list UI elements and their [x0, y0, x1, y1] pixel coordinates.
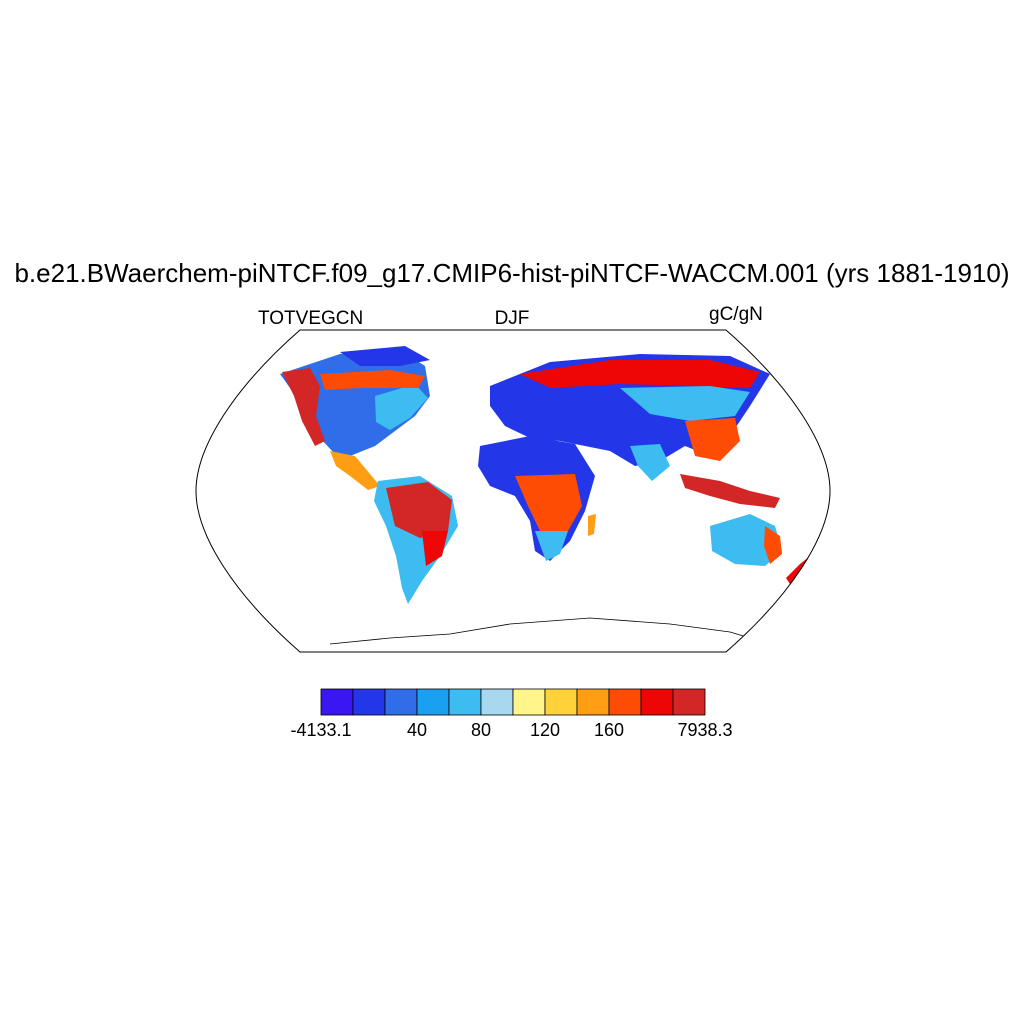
colorbar-swatch-9: [608, 688, 642, 716]
colorbar-swatch-4: [448, 688, 482, 716]
south-america-east: [422, 531, 448, 566]
colorbar-tick-label: 40: [406, 720, 428, 740]
colorbar-swatch-1: [352, 688, 386, 716]
colorbar-tick-label: -4133.1: [290, 720, 352, 740]
madagascar: [588, 514, 596, 536]
colorbar: [320, 688, 706, 716]
australia-region: [710, 514, 782, 566]
new-zealand: [786, 556, 810, 584]
south-asia-region: [630, 444, 670, 481]
colorbar-swatch-3: [416, 688, 450, 716]
plot-title: b.e21.BWaerchem-piNTCF.f09_g17.CMIP6-his…: [14, 258, 1010, 288]
east-asia-region: [685, 418, 740, 461]
colorbar-tick-label: 160: [593, 720, 625, 740]
colorbar-swatch-0: [320, 688, 354, 716]
boreal-band-na: [320, 370, 425, 390]
north-america-east: [375, 384, 428, 430]
colorbar-swatch-7: [544, 688, 578, 716]
australia-east-coast: [764, 526, 782, 564]
colorbar-tick-label: 80: [470, 720, 492, 740]
colorbar-swatch-6: [512, 688, 546, 716]
units-label: gC/gN: [709, 304, 763, 325]
colorbar-swatch-11: [672, 688, 706, 716]
central-africa-region: [515, 474, 582, 531]
southern-africa-region: [535, 531, 568, 561]
colorbar-swatch-2: [384, 688, 418, 716]
colorbar-tick-label: 120: [529, 720, 561, 740]
season-label: DJF: [494, 308, 530, 329]
siberia-region: [620, 386, 750, 421]
colorbar-swatch-10: [640, 688, 674, 716]
antarctica-outline: [329, 617, 771, 645]
colorbar-swatch-5: [480, 688, 514, 716]
central-america-region: [330, 451, 380, 490]
indonesia-region: [680, 474, 780, 508]
variable-label: TOTVEGCN: [258, 308, 364, 329]
colorbar-swatch-8: [576, 688, 610, 716]
map-border: [195, 329, 831, 653]
boreal-band-eurasia: [520, 360, 760, 388]
north-america-west-coast: [282, 368, 325, 446]
north-america-arctic: [340, 346, 430, 366]
amazon-region: [386, 482, 452, 538]
world-map: [195, 329, 831, 653]
colorbar-tick-label: 7938.3: [677, 720, 733, 740]
